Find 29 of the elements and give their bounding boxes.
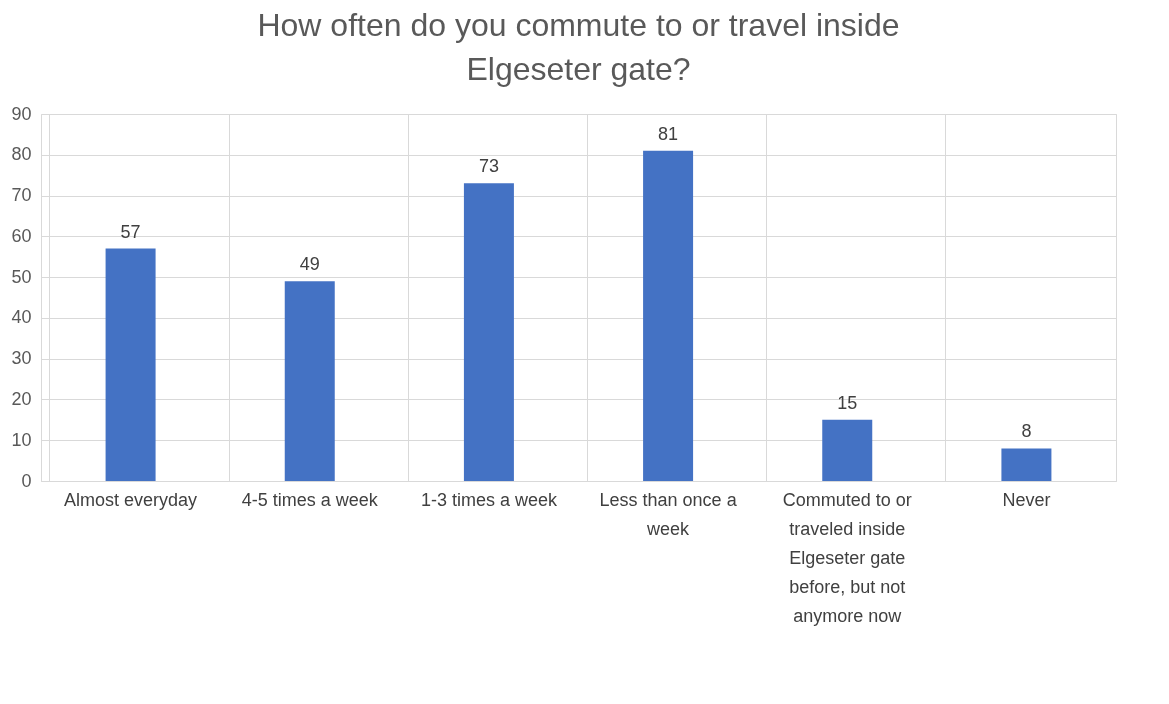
y-tick-label: 20 <box>11 388 32 409</box>
data-label: 8 <box>1021 421 1032 442</box>
data-label: 49 <box>299 254 320 275</box>
x-tick-label: 1-3 times a week <box>420 489 558 510</box>
y-tick-label: 30 <box>11 348 32 369</box>
y-tick-label: 70 <box>11 185 32 206</box>
bar <box>463 183 514 481</box>
y-tick-label: 10 <box>11 429 32 450</box>
data-label: 15 <box>837 392 858 413</box>
data-label: 57 <box>120 221 141 242</box>
data-label: 73 <box>478 156 499 177</box>
x-tick-label: Commuted to or traveled inside Elgeseter gate before, but not anymore now <box>782 489 912 626</box>
x-tick-label: Less than once a week <box>599 489 738 539</box>
chart-title: How often do you commute to or travel inside Elgeseter gate? <box>257 7 900 87</box>
y-tick-label: 80 <box>11 144 32 165</box>
y-tick-label: 0 <box>21 470 32 491</box>
bar <box>1001 448 1052 481</box>
bar <box>643 150 694 481</box>
y-tick-label: 40 <box>11 307 32 328</box>
x-tick-label: Never <box>1002 489 1051 510</box>
bar <box>822 419 873 481</box>
y-tick-label: 90 <box>11 103 32 124</box>
bar <box>105 248 156 481</box>
y-tick-label: 50 <box>11 266 32 287</box>
bar <box>284 281 335 481</box>
data-label: 81 <box>658 123 679 144</box>
y-tick-label: 60 <box>11 225 32 246</box>
x-tick-label: Almost everyday <box>64 489 198 510</box>
x-tick-label: 4-5 times a week <box>241 489 379 510</box>
